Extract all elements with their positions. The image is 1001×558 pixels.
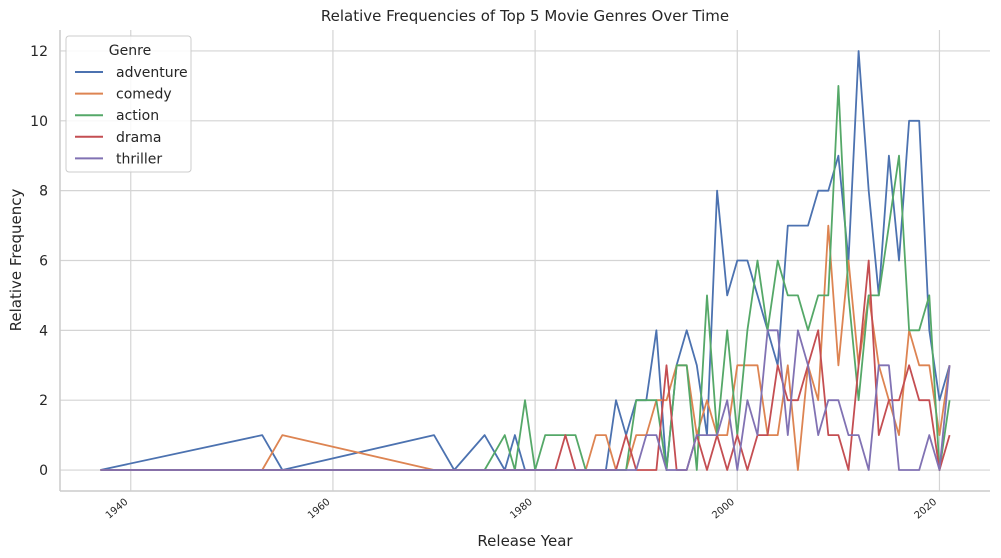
x-tick-label: 1980 — [508, 497, 535, 522]
legend-label: comedy — [116, 87, 172, 103]
x-axis-ticks: 1940 1960 1980 2000 2020 — [104, 497, 939, 522]
series-line-thriller — [100, 329, 951, 471]
y-tick-label: 10 — [30, 114, 48, 130]
legend-title: Genre — [109, 43, 151, 59]
legend-item-drama: drama — [75, 130, 161, 146]
y-tick-label: 0 — [39, 463, 48, 479]
legend-item-comedy: comedy — [75, 87, 172, 103]
legend: Genre adventure comedy action drama thriller — [65, 35, 192, 173]
series-line-action — [100, 85, 951, 471]
legend-items: adventure comedy action drama thriller — [75, 65, 188, 167]
x-tick-label: 2020 — [913, 497, 940, 522]
x-tick-label: 2000 — [710, 497, 737, 522]
series-line-drama — [100, 259, 951, 471]
x-tick-label: 1940 — [104, 497, 131, 522]
y-tick-label: 2 — [39, 393, 48, 409]
legend-label: drama — [116, 130, 161, 146]
legend-frame — [65, 35, 192, 173]
legend-item-thriller: thriller — [75, 151, 162, 167]
series-lines — [100, 50, 951, 471]
y-tick-label: 12 — [30, 44, 48, 60]
axes — [59, 30, 990, 492]
y-tick-label: 4 — [39, 323, 48, 339]
series-line-comedy — [100, 224, 951, 471]
legend-label: adventure — [116, 65, 188, 81]
x-axis-label: Release Year — [477, 532, 573, 550]
x-tick-label: 1960 — [306, 497, 333, 522]
legend-label: action — [116, 108, 159, 124]
legend-item-action: action — [75, 108, 159, 124]
y-axis-label: Relative Frequency — [7, 189, 25, 332]
grid — [60, 30, 990, 491]
y-tick-label: 6 — [39, 254, 48, 270]
y-axis-ticks: 0 2 4 6 8 10 12 — [30, 44, 48, 479]
y-tick-label: 8 — [39, 184, 48, 200]
chart-title: Relative Frequencies of Top 5 Movie Genr… — [321, 7, 729, 25]
legend-item-adventure: adventure — [75, 65, 188, 81]
legend-label: thriller — [116, 151, 162, 167]
